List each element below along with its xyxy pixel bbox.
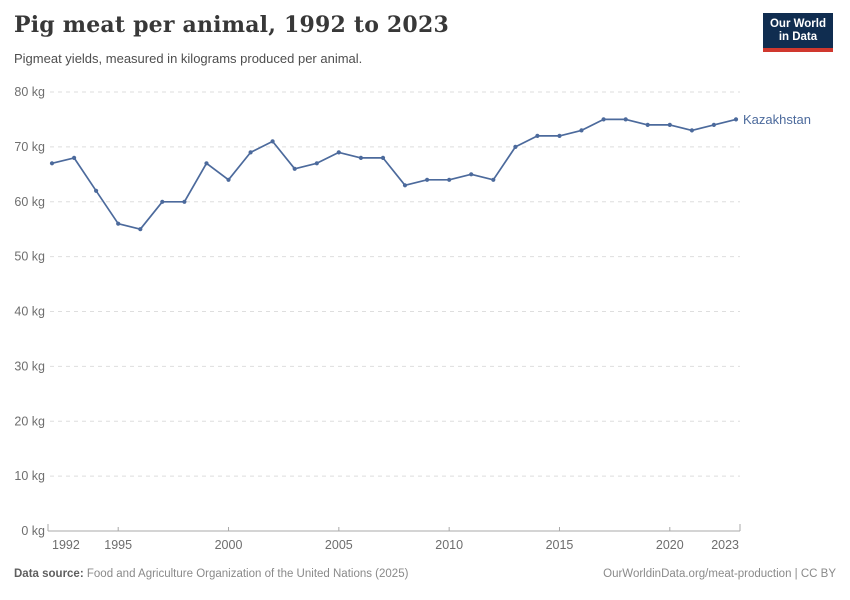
data-point-2020 [667,122,672,127]
series-line-kazakhstan [51,118,737,231]
data-point-2004 [314,161,319,166]
x-tick-label-2023: 2023 [711,538,739,552]
data-point-1994 [94,188,99,193]
y-tick-label-30: 30 kg [14,359,45,373]
y-tick-label-40: 40 kg [14,305,45,319]
page-subtitle: Pigmeat yields, measured in kilograms pr… [14,51,363,66]
data-point-2010 [447,177,452,182]
page-title: Pig meat per animal, 1992 to 2023 [14,12,449,38]
data-source-text: Food and Agriculture Organization of the… [86,568,409,580]
data-point-2008 [402,183,408,188]
y-tick-label-50: 50 kg [14,250,45,264]
data-source: Data source: Food and Agriculture Organi… [14,568,408,580]
data-point-2001 [248,150,253,155]
owid-logo: Our World in Data [762,13,833,52]
y-tick-label-0: 0 kg [21,524,45,538]
data-point-2015 [557,133,562,138]
data-point-2011 [469,172,474,177]
data-point-1993 [72,155,77,160]
y-tick-label-70: 70 kg [14,140,45,154]
data-point-2023 [733,117,739,122]
data-point-2021 [689,128,695,133]
y-tick-label-60: 60 kg [14,195,45,209]
credit-line: OurWorldinData.org/meat-production | CC … [603,568,836,580]
owid-logo-line1: Our World [769,18,826,30]
data-point-1995 [116,221,121,226]
data-point-2006 [358,155,363,160]
y-tick-label-10: 10 kg [14,469,45,483]
data-point-2000 [226,177,231,182]
y-tick-label-20: 20 kg [14,414,45,428]
x-tick-label-1992: 1992 [52,538,80,552]
data-point-2002 [270,139,275,144]
owid-logo-line2: in Data [778,31,818,43]
data-point-2012 [491,177,496,182]
data-point-2019 [645,122,650,127]
x-tick-label-2010: 2010 [435,538,463,552]
series-label: Kazakhstan [743,112,811,127]
data-point-1992 [49,161,55,166]
data-point-1997 [160,199,165,204]
x-tick-label-1995: 1995 [104,538,132,552]
data-point-2007 [380,155,386,160]
x-tick-label-2015: 2015 [546,538,574,552]
data-point-2014 [535,133,540,138]
data-point-2009 [425,177,430,182]
chart-footer: Data source: Food and Agriculture Organi… [14,568,836,580]
data-point-1999 [204,161,209,166]
data-point-2018 [623,117,628,122]
data-point-2022 [711,122,717,127]
data-point-2003 [292,166,297,171]
y-tick-label-80: 80 kg [14,85,45,99]
data-point-2016 [579,128,584,133]
x-tick-label-2000: 2000 [215,538,243,552]
x-tick-label-2020: 2020 [656,538,684,552]
data-point-2005 [336,150,341,155]
data-point-1998 [182,199,187,204]
data-source-label: Data source: [14,568,84,580]
data-point-2017 [601,117,606,122]
data-point-1996 [138,227,143,232]
data-point-2013 [513,144,518,149]
x-tick-label-2005: 2005 [325,538,353,552]
